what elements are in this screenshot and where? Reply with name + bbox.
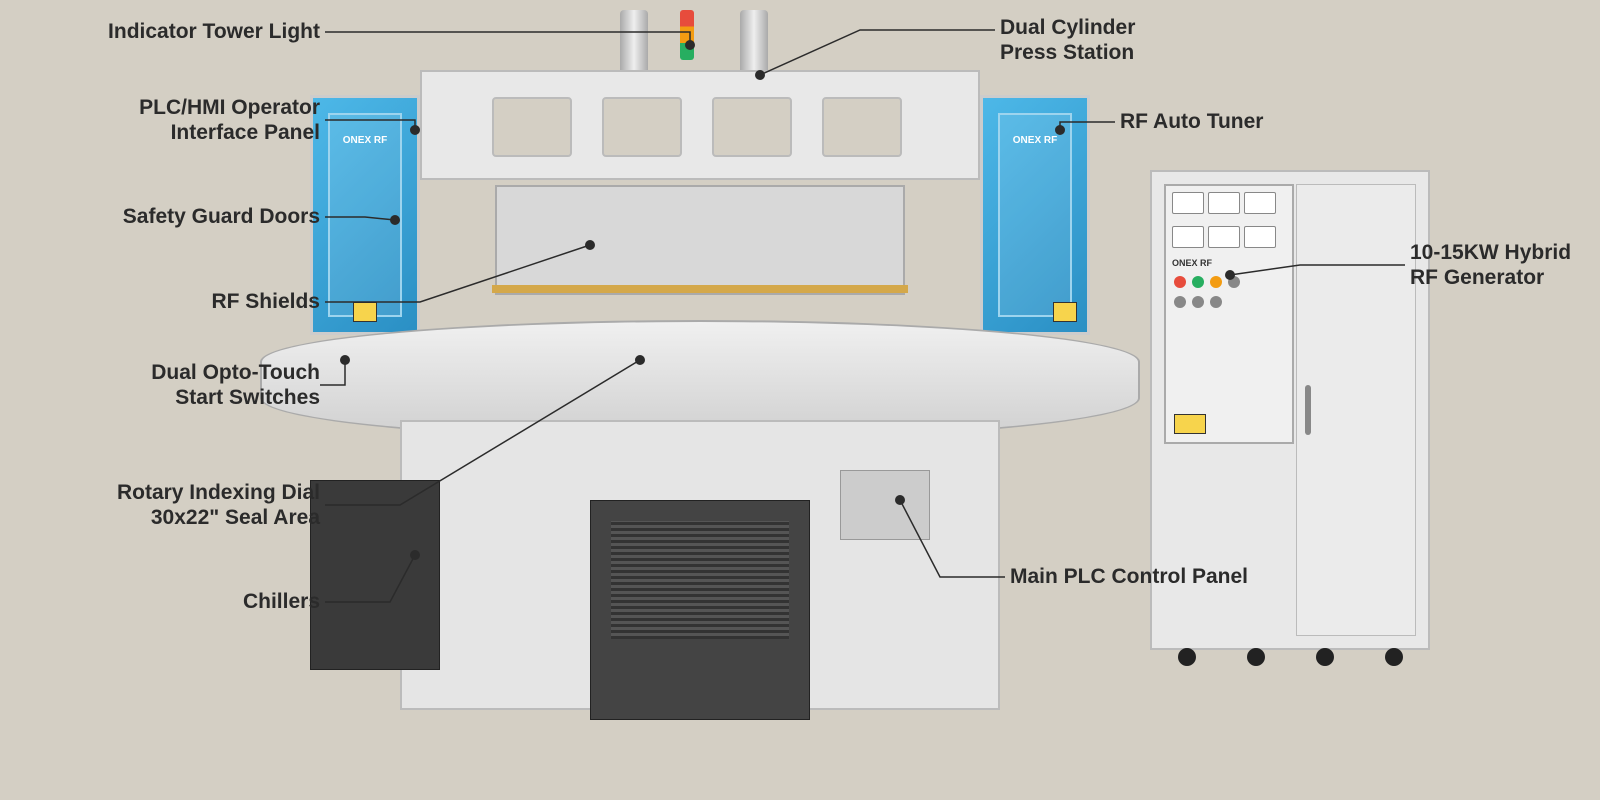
caster-wheel-icon: [1316, 648, 1334, 666]
machine-illustration: ONEX RF ONEX RF ONEX RF: [280, 40, 1320, 760]
panel-button-icon: [1174, 276, 1186, 288]
warning-sign-icon: [1174, 414, 1206, 434]
plc-control-box: [840, 470, 930, 540]
press-frame: [420, 70, 980, 180]
label-rotary-dial: Rotary Indexing Dial30x22" Seal Area: [50, 480, 320, 530]
brand-logo-right: ONEX RF: [1013, 135, 1057, 146]
caster-wheel-icon: [1385, 648, 1403, 666]
label-dual-cylinder: Dual CylinderPress Station: [1000, 15, 1135, 65]
door-handle-icon: [1305, 385, 1311, 435]
label-guard-doors: Safety Guard Doors: [50, 205, 320, 229]
label-chillers: Chillers: [50, 590, 320, 614]
label-tower-light: Indicator Tower Light: [50, 20, 320, 44]
panel-button-icon: [1174, 296, 1186, 308]
panel-button-icon: [1228, 276, 1240, 288]
label-rf-shields: RF Shields: [50, 290, 320, 314]
panel-button-icon: [1210, 296, 1222, 308]
cabinet-brand: ONEX RF: [1166, 254, 1292, 272]
panel-button-icon: [1192, 296, 1204, 308]
guard-door-left: ONEX RF: [310, 95, 420, 335]
meter-icon: [1172, 192, 1204, 214]
cabinet-door: [1296, 184, 1416, 636]
label-auto-tuner: RF Auto Tuner: [1120, 110, 1263, 134]
meter-icon: [1208, 192, 1240, 214]
label-opto-touch: Dual Opto-TouchStart Switches: [50, 360, 320, 410]
caster-wheel-icon: [1247, 648, 1265, 666]
warning-sign-icon: [353, 302, 377, 322]
tower-light-icon: [680, 10, 694, 60]
brand-logo-left: ONEX RF: [343, 135, 387, 146]
meter-icon: [1208, 226, 1240, 248]
chiller-center: [590, 500, 810, 720]
chiller-left: [310, 480, 440, 670]
meter-icon: [1172, 226, 1204, 248]
press-platen: [495, 185, 905, 295]
label-hmi-panel: PLC/HMI OperatorInterface Panel: [50, 95, 320, 145]
warning-sign-icon: [1053, 302, 1077, 322]
panel-button-icon: [1210, 276, 1222, 288]
meter-icon: [1244, 226, 1276, 248]
panel-button-icon: [1192, 276, 1204, 288]
guard-door-right: ONEX RF: [980, 95, 1090, 335]
cabinet-meter-panel: ONEX RF: [1164, 184, 1294, 444]
caster-wheel-icon: [1178, 648, 1196, 666]
meter-icon: [1244, 192, 1276, 214]
label-rf-generator: 10-15KW HybridRF Generator: [1410, 240, 1571, 290]
label-plc-panel: Main PLC Control Panel: [1010, 565, 1248, 589]
